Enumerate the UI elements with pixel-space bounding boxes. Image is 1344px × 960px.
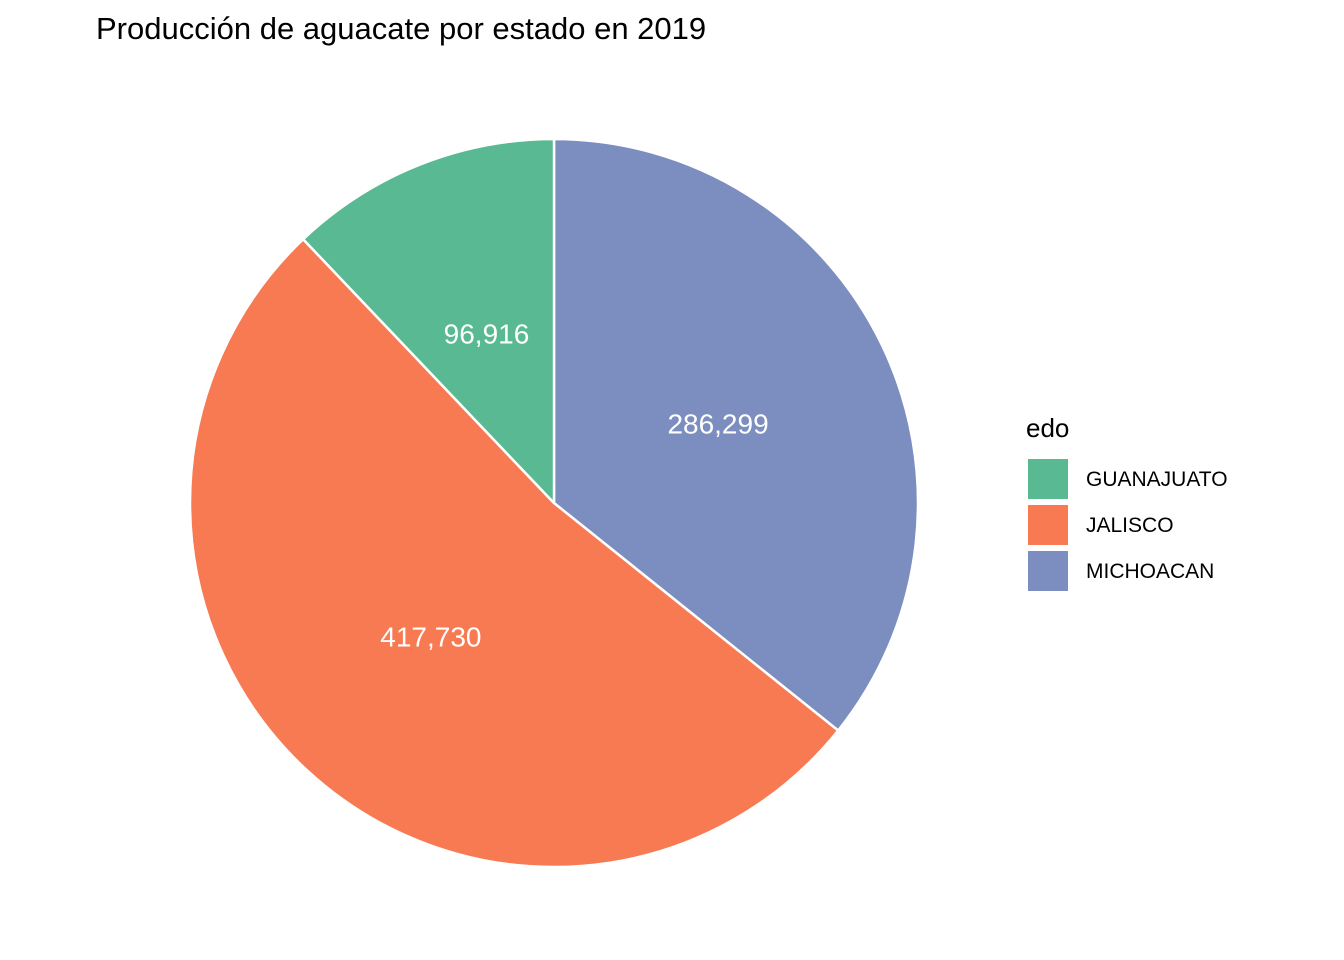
pie-slice-jalisco: [188, 237, 840, 869]
pie-slices: [188, 137, 920, 869]
chart-title: Producción de aguacate por estado en 201…: [96, 11, 706, 46]
slice-value-label-michoacan: 286,299: [667, 409, 768, 440]
legend-title: edo: [1026, 413, 1069, 443]
pie-slice-michoacan: [552, 137, 920, 732]
legend-label-jalisco: JALISCO: [1086, 514, 1174, 537]
legend-items: GUANAJUATO JALISCO MICHOACAN: [1028, 459, 1228, 591]
legend-swatch-jalisco: [1028, 505, 1068, 545]
legend-swatch-guanajuato: [1028, 459, 1068, 499]
legend: edo GUANAJUATO JALISCO MICHOACAN: [1026, 413, 1228, 591]
pie-slice-guanajuato: [301, 137, 556, 505]
slice-value-label-jalisco: 417,730: [380, 622, 481, 653]
pie-value-labels: 286,299 417,730 96,916: [380, 318, 768, 652]
legend-swatch-michoacan: [1028, 551, 1068, 591]
legend-label-michoacan: MICHOACAN: [1086, 560, 1214, 583]
legend-label-guanajuato: GUANAJUATO: [1086, 468, 1228, 491]
slice-value-label-guanajuato: 96,916: [444, 318, 530, 349]
